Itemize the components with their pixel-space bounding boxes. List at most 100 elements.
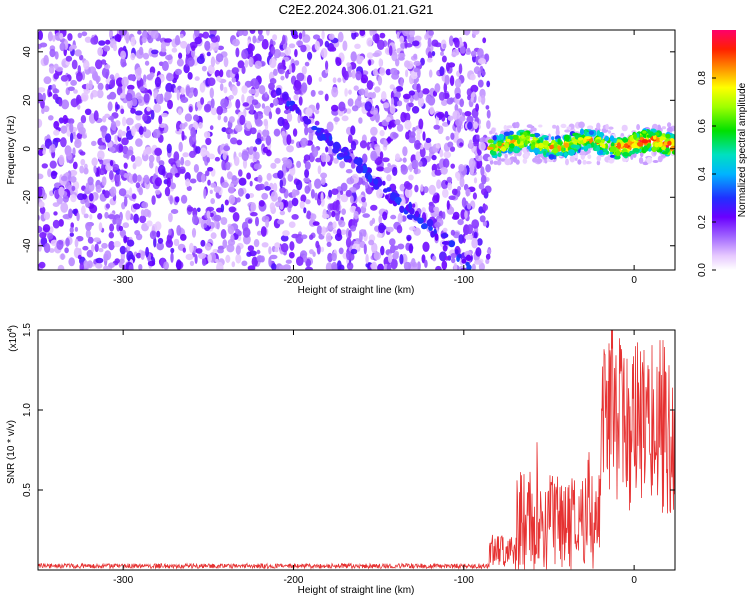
- spectrogram-cell: [413, 60, 421, 66]
- spectrogram-cell: [194, 36, 202, 45]
- spectrogram-cell: [378, 215, 383, 224]
- spectrogram-streak-cell: [311, 125, 318, 131]
- spectrogram-cell: [180, 156, 185, 166]
- spectrogram-cell: [376, 166, 385, 172]
- spectrogram-cell: [149, 72, 155, 78]
- spectrogram-cell: [49, 190, 54, 197]
- spectrogram-cell: [300, 137, 309, 147]
- spectrogram-cell: [386, 264, 392, 270]
- signal-band-cell: [537, 139, 541, 144]
- spectrogram-cell: [136, 174, 142, 182]
- spectrogram-cell: [173, 238, 180, 247]
- spectrogram-cell: [443, 151, 452, 159]
- spectrogram-cell: [421, 254, 426, 264]
- spectrogram-cell: [138, 46, 144, 56]
- spectrogram-cell: [56, 239, 64, 250]
- spectrogram-cell: [153, 237, 157, 248]
- snr-y-ticks: 0.5 1.0 1.5: [22, 323, 675, 497]
- spectrogram-cell: [478, 58, 486, 65]
- spectrogram-cell: [69, 226, 74, 234]
- spectrogram-cell: [104, 211, 109, 219]
- spectrogram-cell: [187, 57, 195, 67]
- spectrogram-cell: [198, 252, 206, 260]
- spectrogram-cell: [479, 137, 487, 144]
- spectrogram-cell: [244, 59, 249, 68]
- spectrogram-streak-cell: [292, 103, 298, 110]
- spectrogram-cell: [72, 147, 76, 156]
- signal-halo-cell: [515, 159, 520, 165]
- spectrogram-cell: [255, 216, 259, 227]
- spectrogram-cell: [338, 264, 345, 270]
- spectrogram-cell: [95, 184, 102, 193]
- spectrogram-cell: [324, 93, 329, 102]
- spectrogram-cell: [310, 189, 315, 199]
- spectrogram-cell: [478, 95, 482, 103]
- spectrogram-cell: [184, 172, 191, 182]
- spectrogram-cell: [145, 246, 150, 258]
- spectrogram-streak-cell: [286, 100, 290, 107]
- spectrogram-cell: [97, 82, 104, 91]
- spectrogram-cell: [103, 265, 109, 270]
- spectrogram-cell: [76, 212, 80, 222]
- spectrogram-cell: [151, 49, 159, 55]
- spectrogram-cell: [442, 244, 448, 252]
- spectrogram-cell: [121, 137, 129, 146]
- spectrogram-cell: [272, 98, 279, 107]
- spectrogram-cell: [79, 54, 84, 61]
- spectrogram-cell: [231, 175, 237, 183]
- spectrogram-cell: [241, 65, 246, 75]
- spectrogram-cell: [475, 103, 479, 112]
- spectrogram-cell: [351, 69, 356, 79]
- spectrogram-streak-cell: [461, 258, 467, 264]
- spectrogram-cell: [206, 157, 210, 163]
- spectrogram-cell: [422, 88, 430, 95]
- spectrogram-cell: [166, 177, 171, 188]
- spectrogram-cell: [440, 51, 444, 56]
- spectrogram-cell: [50, 170, 58, 180]
- spectrogram-cell: [186, 43, 191, 54]
- spectrogram-cell: [275, 107, 281, 115]
- signal-halo-cell: [574, 154, 579, 158]
- spectrogram-cell: [176, 225, 182, 236]
- spectrogram-cell: [203, 223, 208, 229]
- signal-band-cell: [521, 134, 525, 139]
- spectrogram-cell: [290, 139, 295, 145]
- spectrogram-cell: [457, 186, 462, 191]
- spectrogram-cell: [346, 62, 351, 67]
- spectrogram-cell: [337, 77, 342, 83]
- spectrogram-cell: [58, 98, 63, 107]
- spectrogram-cell: [327, 146, 333, 155]
- spectrogram-cell: [257, 230, 262, 236]
- spectrogram-cell: [114, 120, 121, 127]
- spectrogram-cell: [68, 46, 73, 52]
- spectrogram-cell: [250, 78, 259, 87]
- spectrogram-cell: [241, 85, 248, 94]
- spectrogram-cell: [38, 201, 45, 208]
- signal-band-cell: [563, 134, 570, 142]
- spectrogram-streak-cell: [332, 147, 340, 154]
- spectrogram-cell: [321, 226, 326, 236]
- spectrogram-cell: [132, 173, 138, 183]
- y-tick-label: 1.5: [22, 323, 33, 337]
- spectrogram-cell: [383, 139, 388, 148]
- signal-band-cell: [560, 145, 565, 149]
- spectrogram-cell: [95, 257, 104, 264]
- signal-band-cell: [563, 152, 568, 157]
- signal-band-cell: [654, 142, 659, 148]
- spectrogram-cell: [279, 210, 286, 216]
- spectrogram-cell: [331, 261, 338, 270]
- spectrogram-cell: [128, 264, 134, 270]
- spectrogram-cell: [115, 173, 121, 183]
- spectrogram-cell: [194, 76, 200, 81]
- spectrogram-cell: [158, 160, 165, 167]
- signal-halo-cell: [503, 124, 508, 131]
- spectrogram-cell: [414, 184, 419, 193]
- spectrogram-cell: [143, 174, 150, 183]
- snr-x-ticks: -300 -200 -100 0: [113, 330, 637, 586]
- spectrogram-cell: [257, 30, 263, 36]
- spectrogram-cell: [112, 163, 120, 171]
- spectrogram-cell: [126, 250, 134, 262]
- spectrogram-cell: [479, 215, 486, 223]
- spectrogram-cell: [52, 88, 60, 94]
- spectrogram-cell: [413, 82, 418, 91]
